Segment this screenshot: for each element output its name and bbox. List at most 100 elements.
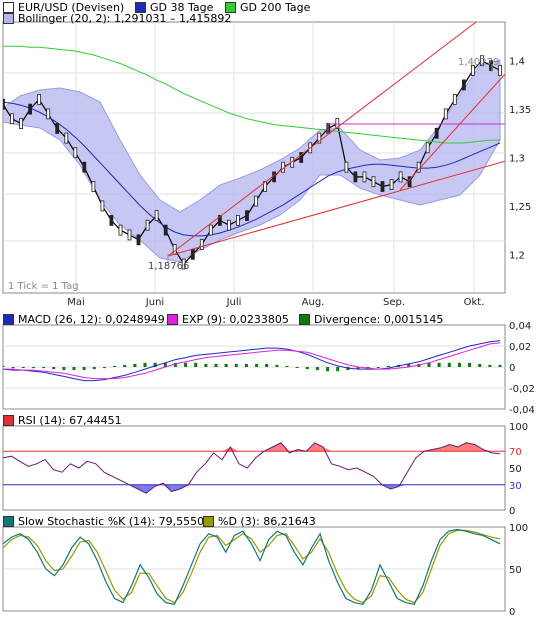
price-candle [389,179,394,191]
legend-swatch [3,2,14,13]
price-candle [443,108,448,120]
legend-item-rsi: RSI (14): 67,44451 [3,414,122,427]
high-label: 1,40279 [458,57,499,68]
divergence-bar [224,363,228,367]
divergence-bar [427,362,431,367]
rsi-panel-frame [2,425,506,511]
gd200-line [3,45,500,144]
stoch-y-ticks: 100 50 0 [509,523,528,618]
trendline-channel [399,73,505,191]
price-candle [217,214,222,226]
legend-label: EXP (9): 0,0233805 [182,313,289,326]
rsi-y-tick-label: 70 [509,447,522,458]
rsi-line [3,442,501,494]
divergence-bar [102,367,106,369]
divergence-bar [244,363,248,367]
divergence-bar [407,363,411,367]
legend-item-bollinger: Bollinger (20, 2): 1,291031 – 1,415892 [3,12,231,25]
legend-item-eurusd: EUR/USD (Devisen) [3,1,124,14]
rsi-y-tick-label: 0 [509,506,515,517]
divergence-bar [143,362,147,367]
legend-label: Bollinger (20, 2): 1,291031 – 1,415892 [18,12,232,25]
divergence-bar [123,364,127,367]
legend-swatch [3,13,14,24]
price-candle [55,123,60,134]
price-candle [199,239,204,251]
price-candle [19,118,24,129]
divergence-bar [184,362,188,367]
divergence-bar [315,367,319,371]
price-candle [470,65,475,76]
macd-series [3,340,502,382]
price-candle [425,142,430,154]
legend-swatch [3,314,14,325]
legend-label: GD 38 Tage [150,1,214,14]
price-candle [299,152,304,163]
trendline-support [167,160,505,257]
price-candle [371,176,376,188]
divergence-bar [133,363,137,367]
price-candle [73,147,78,159]
divergence-bar [72,367,76,371]
trendline-steep [167,22,477,257]
legend-label: RSI (14): 67,44451 [18,414,122,427]
legend-item-gd38: GD 38 Tage [135,1,213,14]
rsi-y-tick-label: 100 [509,422,528,433]
divergence-bar [457,362,461,367]
legend-label: GD 200 Tage [240,1,311,14]
legend-item-stoch-k: Slow Stochastic %K (14): 79,55507 [3,515,211,528]
divergence-bar [356,367,360,370]
price-x-tick-label: Juli [226,297,242,308]
divergence-bar [295,367,299,368]
divergence-bar [214,363,218,367]
macd-y-tick-label: -0,04 [509,405,535,416]
legend-swatch [299,314,310,325]
legend-swatch [135,2,146,13]
price-x-ticks: Mai Juni Juli Aug. Sep. Okt. [67,297,484,308]
price-candle [344,161,349,173]
legend-swatch [3,415,14,426]
rsi-y-tick-label: 30 [509,481,522,492]
price-x-tick-label: Mai [67,297,85,308]
price-candle [254,195,258,207]
price-y-tick-label: 1,35 [509,105,531,116]
price-candle [498,65,502,76]
divergence-bar [11,367,15,369]
macd-y-ticks: 0,04 0,02 0 -0,02 -0,04 [509,321,535,416]
legend-label: EUR/USD (Devisen) [18,1,125,14]
price-y-tick-label: 1,25 [509,202,531,213]
macd-y-tick-label: 0,04 [509,321,531,332]
legend-swatch [3,516,14,527]
legend-item-divergence: Divergence: 0,0015145 [299,313,443,326]
price-y-tick-label: 1,3 [509,154,525,165]
rsi-y-tick-label: 50 [509,464,522,475]
price-candle [46,108,51,120]
price-candle [64,132,69,144]
rsi-series [3,442,505,494]
price-legend: EUR/USD (Devisen) GD 38 Tage GD 200 Tage [3,1,543,21]
divergence-bar [52,367,56,370]
low-label: 1,18766 [148,261,189,272]
divergence-bar [92,367,96,370]
price-candle [127,229,132,241]
divergence-bar [42,367,46,369]
macd-y-tick-label: 0,02 [509,342,531,353]
legend-label: %D (3): 86,21643 [218,515,316,528]
price-candle [91,181,96,192]
divergence-bar [498,364,502,367]
rsi-y-ticks: 100 70 50 30 0 [509,422,528,517]
price-candle [190,248,195,260]
divergence-bar [163,362,167,367]
price-candle [353,171,358,183]
price-candle [172,243,177,255]
legend-swatch [167,314,178,325]
divergence-bar [326,367,330,372]
price-y-tick-label: 1,4 [509,57,525,68]
price-candle [235,214,240,226]
exp-line [3,342,501,380]
tick-note: 1 Tick = 1 Tag [8,281,79,292]
price-candle [461,79,466,91]
price-candle [380,181,385,192]
price-candle [100,200,105,212]
stoch-y-tick-label: 0 [509,607,515,618]
